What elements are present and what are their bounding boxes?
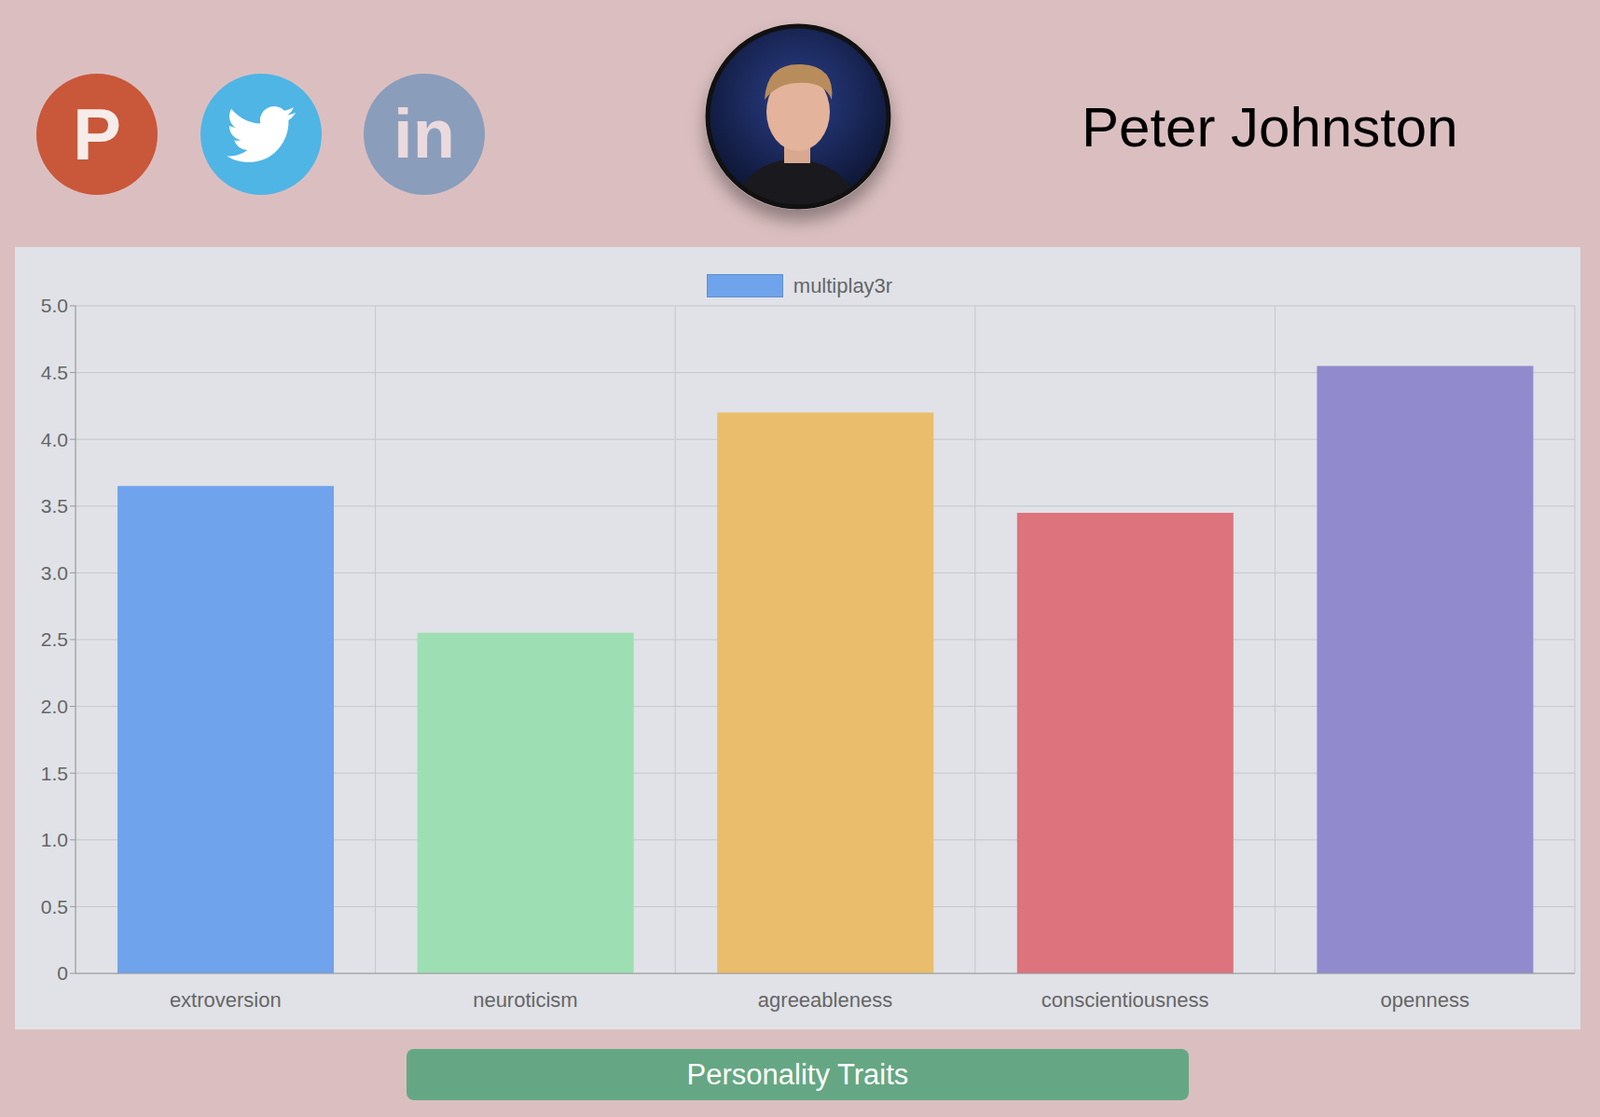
html-text:P: P <box>72 93 122 176</box>
svg-text:3.0: 3.0 <box>41 562 69 584</box>
svg-text:1.5: 1.5 <box>41 762 69 785</box>
svg-text:conscientiousness: conscientiousness <box>1041 988 1210 1012</box>
svg-text:openness: openness <box>1379 988 1469 1012</box>
svg-text:extroversion: extroversion <box>169 988 282 1012</box>
svg-text:2.5: 2.5 <box>41 628 69 650</box>
html-text:in: in <box>393 95 455 173</box>
html-text:Peter Johnston: Peter Johnston <box>1081 96 1458 159</box>
html-text:Personality Traits: Personality Traits <box>686 1057 909 1091</box>
svg-text:3.5: 3.5 <box>41 495 69 517</box>
svg-text:5.0: 5.0 <box>41 294 69 317</box>
svg-text:0.5: 0.5 <box>41 896 69 918</box>
html-text:multiplay3r: multiplay3r <box>793 273 893 297</box>
svg-text:4.0: 4.0 <box>41 428 69 451</box>
svg-text:agreeableness: agreeableness <box>758 988 893 1012</box>
svg-text:neuroticism: neuroticism <box>472 988 578 1012</box>
svg-text:2.0: 2.0 <box>41 695 69 718</box>
svg-text:1.0: 1.0 <box>41 828 69 851</box>
svg-text:4.5: 4.5 <box>41 361 69 384</box>
svg-text:0: 0 <box>56 962 69 984</box>
